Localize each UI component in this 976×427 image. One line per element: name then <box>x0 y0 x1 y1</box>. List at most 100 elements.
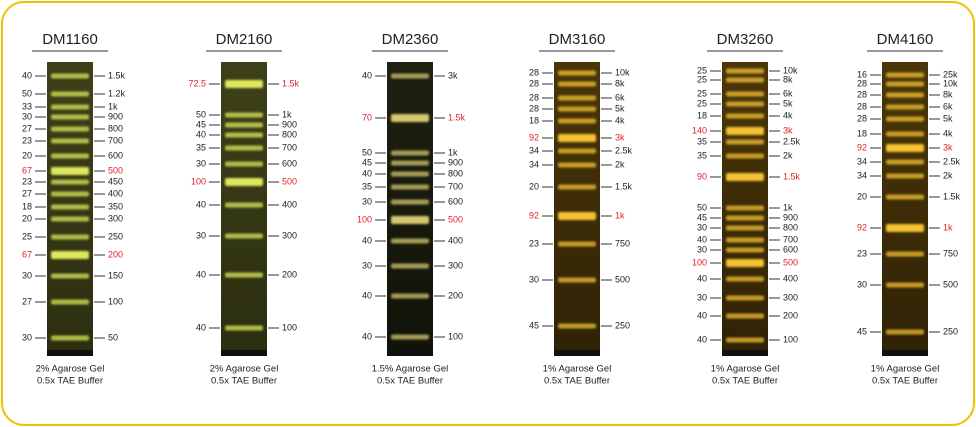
ladder-title: DM3160 <box>549 31 606 48</box>
band-mass: 92 <box>857 222 867 232</box>
band-size: 600 <box>108 150 123 160</box>
gel-edge <box>722 350 768 356</box>
gel-band <box>726 127 764 135</box>
gel-band <box>225 80 263 88</box>
band-mass: 20 <box>529 181 539 191</box>
gel-band <box>391 293 429 299</box>
band-mass: 20 <box>22 213 32 223</box>
band-size: 400 <box>783 273 798 283</box>
band-mass: 18 <box>22 201 32 211</box>
gel-band <box>726 337 764 343</box>
gel-band <box>51 167 89 175</box>
band-size: 100 <box>282 322 297 332</box>
gel-band <box>726 68 764 74</box>
band-mass: 40 <box>362 168 372 178</box>
ladder-title: DM2160 <box>216 31 273 48</box>
band-mass: 28 <box>857 113 867 123</box>
band-size: 3k <box>615 132 625 142</box>
band-size: 2.5k <box>943 156 961 166</box>
band-mass: 40 <box>196 199 206 209</box>
gel-edge <box>47 350 93 356</box>
gel-band <box>391 184 429 190</box>
band-size: 250 <box>108 231 123 241</box>
gel-band <box>558 212 596 220</box>
gel-band <box>51 91 89 97</box>
gel-note: 2% Agarose Gel <box>210 364 279 375</box>
band-size: 200 <box>108 249 123 259</box>
gel-band <box>51 234 89 240</box>
gel-band <box>726 295 764 301</box>
gel-band <box>225 178 263 186</box>
band-mass: 25 <box>22 231 32 241</box>
band-size: 750 <box>615 238 630 248</box>
band-mass: 34 <box>857 170 867 180</box>
gel <box>221 62 267 356</box>
band-mass: 40 <box>697 273 707 283</box>
band-mass: 67 <box>22 165 32 175</box>
band-mass: 30 <box>697 222 707 232</box>
gel-band <box>886 72 924 78</box>
band-size: 5k <box>943 113 953 123</box>
band-mass: 45 <box>362 157 372 167</box>
band-size: 10k <box>783 65 798 75</box>
gel-note: 1.5% Agarose Gel <box>372 364 449 375</box>
gel-band <box>51 126 89 132</box>
band-mass: 28 <box>529 103 539 113</box>
band-size: 4k <box>943 128 953 138</box>
band-mass: 92 <box>529 210 539 220</box>
band-size: 500 <box>943 279 958 289</box>
band-size: 50 <box>108 332 118 342</box>
gel-band <box>726 77 764 83</box>
gel-band <box>391 199 429 205</box>
band-size: 150 <box>108 270 123 280</box>
band-mass: 30 <box>22 270 32 280</box>
ladder-title: DM3260 <box>717 31 774 48</box>
band-mass: 72.5 <box>188 78 206 88</box>
gel-band <box>726 205 764 211</box>
gel-band <box>726 259 764 267</box>
band-mass: 100 <box>357 214 372 224</box>
band-mass: 34 <box>529 159 539 169</box>
band-mass: 70 <box>362 112 372 122</box>
band-size: 400 <box>282 199 297 209</box>
gel-band <box>51 104 89 110</box>
gel-band <box>558 184 596 190</box>
band-mass: 33 <box>22 101 32 111</box>
band-mass: 30 <box>697 292 707 302</box>
gel-band <box>726 139 764 145</box>
band-size: 6k <box>943 101 953 111</box>
band-size: 900 <box>448 157 463 167</box>
gel-band <box>886 104 924 110</box>
gel-band <box>886 251 924 257</box>
gel-band <box>51 273 89 279</box>
gel-band <box>886 173 924 179</box>
band-size: 4k <box>783 110 793 120</box>
band-size: 200 <box>448 290 463 300</box>
band-mass: 30 <box>529 274 539 284</box>
gel-edge <box>554 350 600 356</box>
gel-note: 2% Agarose Gel <box>36 364 105 375</box>
band-size: 6k <box>783 88 793 98</box>
band-mass: 20 <box>22 150 32 160</box>
gel-edge <box>387 350 433 356</box>
band-size: 300 <box>783 292 798 302</box>
ladder-title: DM1160 <box>42 31 98 48</box>
band-size: 400 <box>448 235 463 245</box>
band-mass: 34 <box>857 156 867 166</box>
gel-band <box>558 70 596 76</box>
band-size: 600 <box>282 158 297 168</box>
band-mass: 30 <box>196 158 206 168</box>
band-size: 500 <box>108 165 123 175</box>
gel-band <box>51 138 89 144</box>
gel-band <box>726 237 764 243</box>
band-mass: 16 <box>857 69 867 79</box>
gel-band <box>726 173 764 181</box>
gel-band <box>225 145 263 151</box>
gel-band <box>51 73 89 79</box>
band-size: 500 <box>282 176 297 186</box>
band-mass: 18 <box>697 110 707 120</box>
band-size: 700 <box>783 234 798 244</box>
band-size: 100 <box>783 334 798 344</box>
gel-band <box>726 113 764 119</box>
band-mass: 40 <box>22 70 32 80</box>
